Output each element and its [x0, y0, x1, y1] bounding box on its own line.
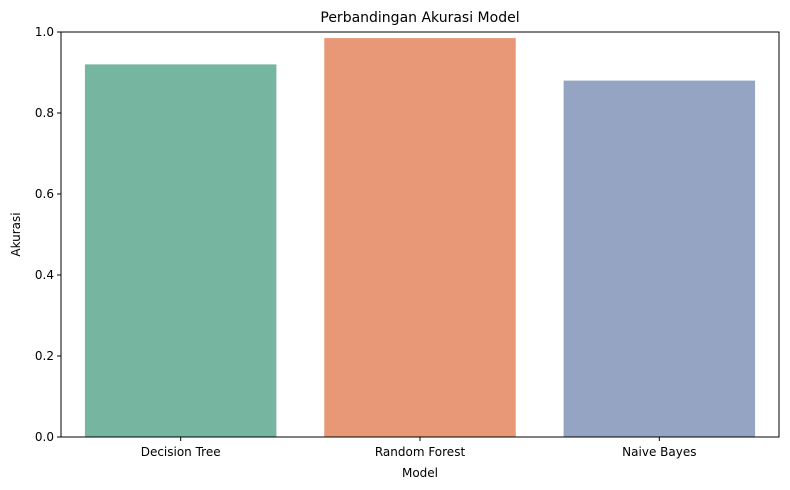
x-tick-label: Naive Bayes	[622, 445, 696, 459]
y-tick-label: 0.0	[35, 430, 54, 444]
bar-random-forest	[324, 38, 516, 437]
bar-naive-bayes	[563, 80, 756, 437]
x-tick-label: Random Forest	[375, 445, 466, 459]
chart-title: Perbandingan Akurasi Model	[320, 10, 519, 26]
x-tick-label: Decision Tree	[141, 445, 221, 459]
y-tick-label: 0.6	[35, 187, 54, 201]
y-axis-label: Akurasi	[9, 212, 23, 256]
y-tick-label: 1.0	[35, 25, 54, 39]
y-tick-label: 0.2	[35, 349, 54, 363]
y-tick-label: 0.4	[35, 268, 54, 282]
bar-decision-tree	[84, 64, 277, 438]
y-tick-label: 0.8	[35, 106, 54, 120]
x-axis-label: Model	[402, 466, 438, 480]
plot-frame	[60, 31, 780, 438]
